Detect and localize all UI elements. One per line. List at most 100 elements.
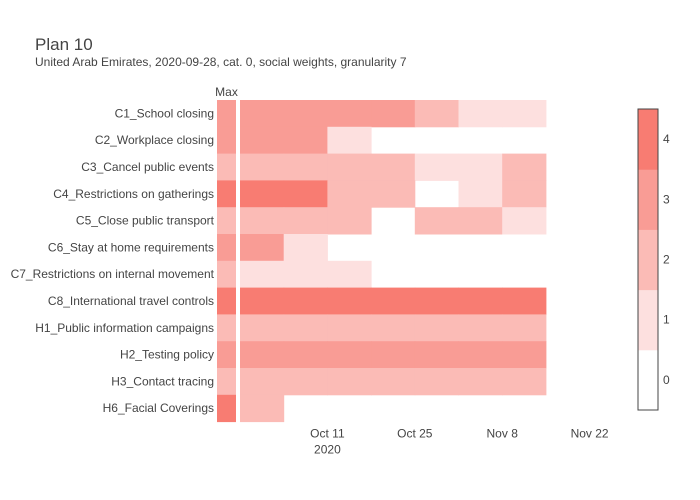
heatmap-cell (327, 153, 372, 181)
heatmap-cell (327, 287, 372, 315)
heatmap-cell (283, 287, 328, 315)
heatmap-cell (240, 287, 285, 315)
heatmap-cell (458, 207, 503, 235)
row-label: H3_Contact tracing (111, 374, 214, 388)
heatmap-cell (371, 287, 416, 315)
heatmap-cell (414, 314, 459, 342)
max-cell (217, 314, 236, 342)
row-label: H1_Public information campaigns (35, 321, 214, 335)
colorbar-outline (637, 108, 659, 411)
heatmap-cell (327, 314, 372, 342)
max-cell (217, 180, 236, 208)
heatmap-cell (327, 341, 372, 369)
heatmap-cell (283, 100, 328, 128)
max-column-label: Max (215, 85, 238, 99)
heatmap-cell (502, 287, 547, 315)
x-tick-label: Oct 11 (310, 427, 345, 441)
row-label: H6_Facial Coverings (103, 401, 214, 415)
max-cell (217, 207, 236, 235)
colorbar-tick-label: 2 (663, 253, 670, 267)
row-label: C6_Stay at home requirements (48, 240, 214, 254)
colorbar-segment (638, 289, 658, 351)
heatmap-cell (240, 314, 285, 342)
heatmap-cell (458, 341, 503, 369)
row-label: C1_School closing (115, 106, 214, 120)
x-tick-label: Nov 8 (487, 427, 519, 441)
colorbar-tick-label: 3 (663, 192, 670, 206)
row-label: C4_Restrictions on gatherings (53, 187, 214, 201)
max-cell (217, 153, 236, 181)
max-cell (217, 234, 236, 262)
heatmap-cell (371, 341, 416, 369)
colorbar-segment (638, 109, 658, 170)
chart-subtitle: United Arab Emirates, 2020-09-28, cat. 0… (35, 55, 407, 69)
heatmap-cell (458, 180, 503, 208)
heatmap-cell (502, 153, 547, 181)
max-cell (217, 126, 236, 155)
heatmap-cell (283, 368, 328, 396)
heatmap-cell (283, 260, 328, 289)
heatmap-cell (371, 100, 416, 128)
heatmap-cell (327, 260, 372, 289)
heatmap-cell (240, 394, 285, 423)
heatmap-cell (458, 287, 503, 315)
heatmap-cell (502, 100, 547, 128)
heatmap-cell (283, 126, 328, 155)
x-tick-label: Nov 22 (571, 427, 609, 441)
heatmap-cell (283, 153, 328, 181)
max-cell (217, 368, 236, 396)
heatmap-cell (283, 314, 328, 342)
max-cell (217, 287, 236, 315)
heatmap-cell (502, 207, 547, 235)
heatmap-cell (327, 368, 372, 396)
row-label: C3_Cancel public events (81, 160, 214, 174)
row-label: C2_Workplace closing (95, 133, 214, 147)
x-tick-label: Oct 25 (397, 427, 433, 441)
colorbar-segment (638, 229, 658, 291)
heatmap-cell (414, 100, 459, 128)
heatmap-cell (327, 100, 372, 128)
heatmap-cell (458, 100, 503, 128)
heatmap-cell (240, 368, 285, 396)
heatmap-cell (414, 341, 459, 369)
colorbar-tick-label: 4 (663, 132, 670, 146)
chart-title: Plan 10 (35, 35, 93, 54)
colorbar-tick-label: 1 (663, 313, 670, 327)
heatmap-cell (502, 314, 547, 342)
heatmap-cell (240, 260, 285, 289)
heatmap-cell (502, 180, 547, 208)
heatmap-cell (283, 207, 328, 235)
row-label: C5_Close public transport (76, 214, 215, 228)
heatmap-cell (371, 153, 416, 181)
row-label: C8_International travel controls (48, 294, 214, 308)
heatmap-cell (414, 368, 459, 396)
max-cell (217, 100, 236, 128)
heatmap-cell (502, 368, 547, 396)
row-label: C7_Restrictions on internal movement (11, 267, 215, 281)
row-label: H2_Testing policy (120, 348, 214, 362)
heatmap-cell (414, 287, 459, 315)
heatmap-cell (458, 368, 503, 396)
max-cell (217, 341, 236, 369)
heatmap-cell (327, 180, 372, 208)
colorbar-tick-label: 0 (663, 373, 670, 387)
heatmap-cell (502, 341, 547, 369)
heatmap-cell (283, 180, 328, 208)
colorbar-segment (638, 169, 658, 230)
heatmap-cell (240, 126, 285, 155)
heatmap-cell (414, 207, 459, 235)
colorbar-segment (638, 349, 658, 411)
heatmap-cell (371, 314, 416, 342)
heatmap-cell (327, 207, 372, 235)
heatmap-cell (283, 234, 328, 262)
heatmap-cell (371, 180, 416, 208)
heatmap-cell (240, 180, 285, 208)
heatmap-cell (458, 153, 503, 181)
heatmap-cell (240, 207, 285, 235)
heatmap-cell (240, 153, 285, 181)
heatmap-cell (458, 314, 503, 342)
max-cell (217, 394, 236, 423)
heatmap-cell (283, 341, 328, 369)
